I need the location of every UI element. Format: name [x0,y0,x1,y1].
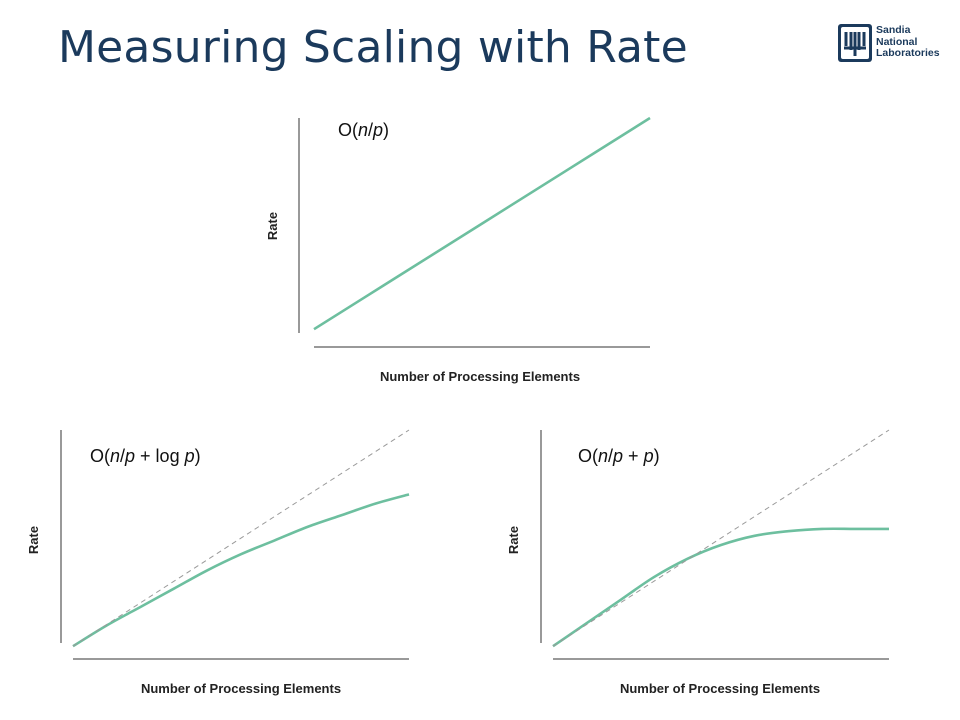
chart-log-scaling: Rate Number of Processing Elements O(n/p +… [26,429,410,696]
chart-linear-scaling: Rate Number of Processing Elements O(n/p) [265,116,651,384]
logo-line-3: Laboratories [876,47,940,59]
logo-line-1: Sandia [876,24,911,36]
chart-title: O(n/p + p) [578,446,660,466]
x-axis-label: Number of Processing Elements [380,369,580,384]
rate-curve [313,116,651,331]
ideal-reference-line [72,429,410,647]
ideal-reference-line [552,429,890,647]
logo-line-2: National [876,35,918,48]
sandia-logo: Sandia National Laboratories [838,24,942,68]
y-axis-label: Rate [26,526,41,554]
x-axis-label: Number of Processing Elements [141,681,341,696]
chart-title: O(n/p) [338,120,389,140]
logo-text: Sandia National Laboratories [876,24,940,60]
y-axis-label: Rate [265,212,280,240]
slide-title: Measuring Scaling with Rate [58,22,688,73]
rate-curve [72,493,410,648]
chart-linear-overhead-scaling: Rate Number of Processing Elements O(n/p +… [506,429,890,696]
x-axis-label: Number of Processing Elements [620,681,820,696]
sandia-thunderbird-icon [838,24,872,62]
rate-curve [552,527,889,648]
y-axis-label: Rate [506,526,521,554]
chart-title: O(n/p + log p) [90,446,201,466]
